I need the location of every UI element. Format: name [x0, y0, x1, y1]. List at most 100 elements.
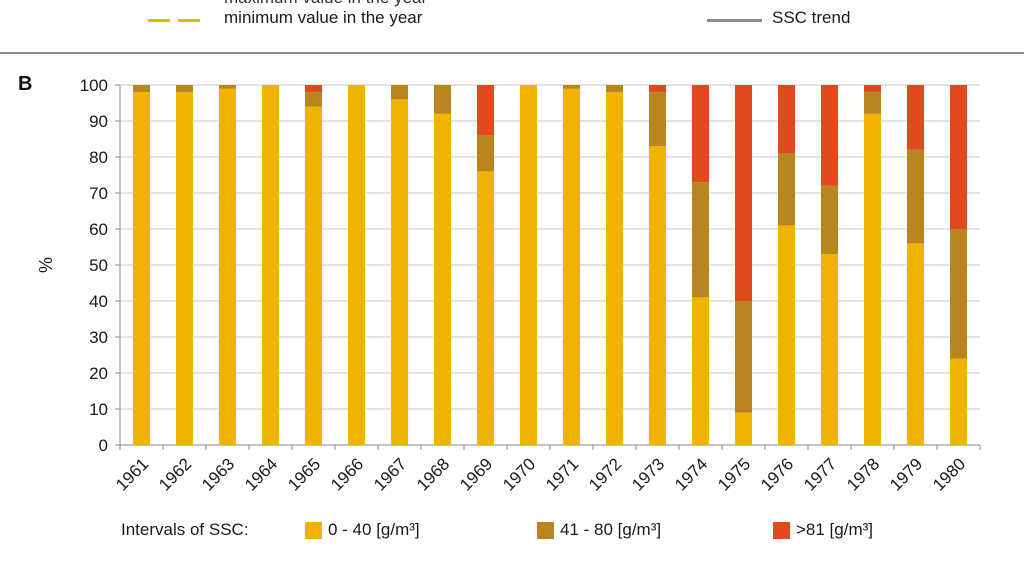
y-tick-label: 90: [89, 112, 108, 131]
legend-item-low: 0 - 40 [g/m³]: [305, 520, 420, 540]
y-tick-label: 100: [80, 76, 108, 95]
x-tick-label: 1977: [800, 454, 840, 494]
y-tick-label: 80: [89, 148, 108, 167]
bar-low-1972: [606, 92, 623, 445]
bar-low-1963: [219, 88, 236, 445]
bar-high-1973: [649, 85, 666, 93]
bar-low-1970: [520, 85, 537, 445]
bar-mid-1963: [219, 85, 236, 89]
bar-mid-1978: [864, 92, 881, 114]
legend-max-label: maximum value in the year: [224, 0, 427, 8]
bar-high-1976: [778, 85, 795, 154]
y-tick-label: 50: [89, 256, 108, 275]
legend-title: Intervals of SSC:: [121, 520, 249, 539]
bar-low-1966: [348, 85, 365, 445]
bar-high-1977: [821, 85, 838, 186]
bar-low-1979: [907, 243, 924, 445]
legend-item-mid: 41 - 80 [g/m³]: [537, 520, 661, 540]
bar-high-1965: [305, 85, 322, 93]
bar-high-1978: [864, 85, 881, 93]
x-tick-label: 1970: [499, 454, 539, 494]
x-tick-label: 1962: [155, 454, 195, 494]
y-tick-label: 10: [89, 400, 108, 419]
legend-label-low: 0 - 40 [g/m³]: [328, 520, 420, 539]
bar-low-1973: [649, 146, 666, 445]
x-tick-label: 1973: [628, 454, 668, 494]
legend-label-mid: 41 - 80 [g/m³]: [560, 520, 662, 539]
bar-mid-1967: [391, 85, 408, 100]
bar-high-1975: [735, 85, 752, 301]
x-tick-label: 1976: [757, 454, 797, 494]
bar-mid-1974: [692, 182, 709, 298]
bar-low-1965: [305, 106, 322, 445]
bar-low-1967: [391, 99, 408, 446]
panel-divider: [0, 52, 1024, 54]
bar-mid-1962: [176, 85, 193, 93]
bar-low-1974: [692, 297, 709, 445]
bar-low-1977: [821, 254, 838, 445]
ssc-legend: Intervals of SSC: 0 - 40 [g/m³] 41 - 80 …: [0, 515, 1024, 549]
legend-trend-label: SSC trend: [772, 8, 851, 27]
bar-high-1980: [950, 85, 967, 229]
bar-mid-1965: [305, 92, 322, 107]
legend-trend-line: [707, 19, 762, 22]
x-tick-label: 1975: [714, 454, 754, 494]
x-tick-label: 1969: [456, 454, 496, 494]
x-tick-label: 1965: [284, 454, 324, 494]
x-tick-label: 1963: [198, 454, 238, 494]
x-tick-label: 1972: [585, 454, 625, 494]
x-tick-label: 1971: [542, 454, 582, 494]
legend-min-label: minimum value in the year: [224, 8, 423, 27]
bar-mid-1977: [821, 185, 838, 255]
bar-high-1969: [477, 85, 494, 136]
x-tick-label: 1974: [671, 454, 711, 494]
bar-mid-1975: [735, 301, 752, 413]
legend-swatch-low: [305, 521, 322, 539]
y-tick-label: 20: [89, 364, 108, 383]
bar-low-1961: [133, 92, 150, 445]
bar-low-1971: [563, 88, 580, 445]
x-tick-label: 1978: [843, 454, 883, 494]
bar-mid-1969: [477, 135, 494, 172]
x-tick-label: 1966: [327, 454, 367, 494]
bar-low-1975: [735, 412, 752, 445]
bar-low-1968: [434, 113, 451, 446]
bar-low-1969: [477, 171, 494, 445]
legend-swatch-high: [773, 521, 790, 539]
legend-dash-segment: [178, 19, 200, 22]
bar-mid-1980: [950, 229, 967, 359]
x-tick-label: 1980: [929, 454, 969, 494]
bar-low-1980: [950, 358, 967, 445]
x-tick-label: 1968: [413, 454, 453, 494]
y-tick-label: 70: [89, 184, 108, 203]
bar-low-1962: [176, 92, 193, 445]
bar-low-1978: [864, 113, 881, 446]
bar-high-1974: [692, 85, 709, 183]
y-axis-label: %: [36, 257, 56, 273]
bar-mid-1976: [778, 153, 795, 226]
legend-swatch-mid: [537, 521, 554, 539]
panel-label: B: [18, 73, 33, 95]
x-tick-label: 1964: [241, 454, 281, 494]
x-tick-label: 1961: [112, 454, 152, 494]
bar-mid-1972: [606, 85, 623, 93]
bar-mid-1961: [133, 85, 150, 93]
y-tick-label: 60: [89, 220, 108, 239]
legend-dash-segment: [148, 19, 170, 22]
y-tick-label: 30: [89, 328, 108, 347]
top-legend: maximum value in the year minimum value …: [0, 0, 1024, 52]
bar-mid-1973: [649, 92, 666, 147]
legend-label-high: >81 [g/m³]: [796, 520, 874, 539]
bar-mid-1979: [907, 149, 924, 244]
bar-mid-1968: [434, 85, 451, 114]
bar-low-1964: [262, 85, 279, 445]
bar-mid-1971: [563, 85, 580, 89]
bar-low-1976: [778, 225, 795, 445]
y-tick-label: 0: [99, 436, 108, 455]
x-tick-label: 1979: [886, 454, 926, 494]
x-tick-label: 1967: [370, 454, 410, 494]
bar-high-1979: [907, 85, 924, 150]
legend-item-high: >81 [g/m³]: [773, 520, 873, 540]
y-tick-label: 40: [89, 292, 108, 311]
